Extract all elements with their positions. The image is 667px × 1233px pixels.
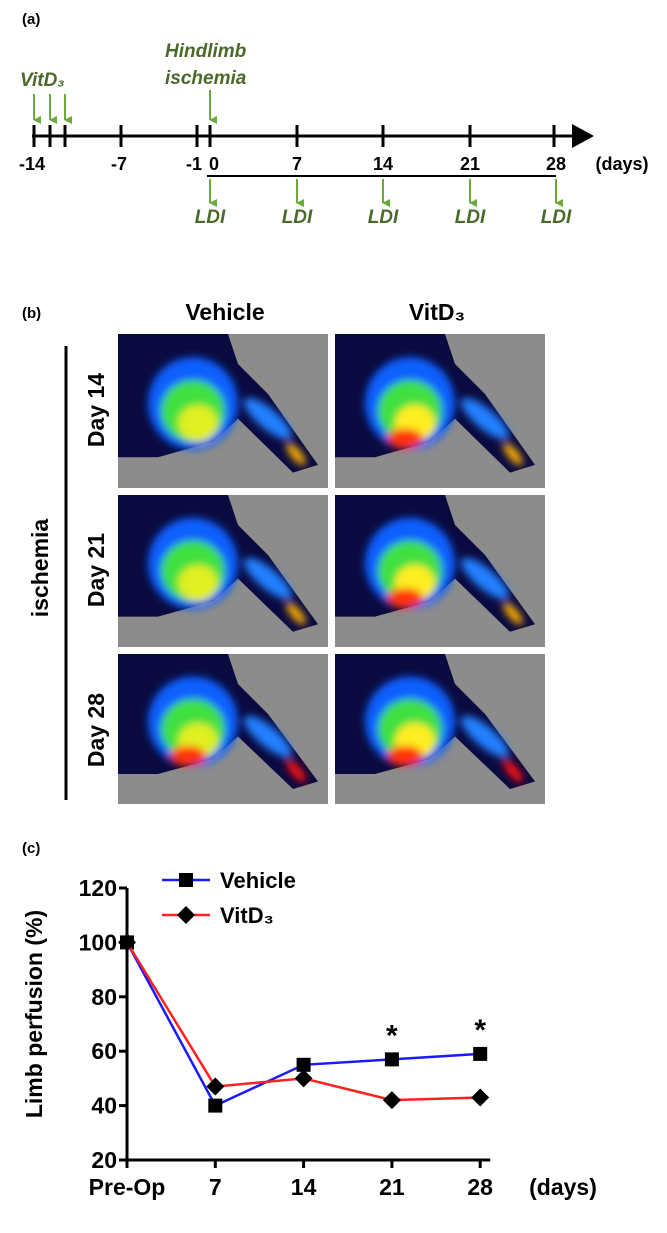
x-tick-label: 28 — [467, 1174, 493, 1200]
legend-label: VitD₃ — [220, 903, 274, 928]
legend-label: Vehicle — [220, 868, 296, 893]
annotation: * — [474, 1014, 486, 1047]
row-label: Day 14 — [83, 373, 109, 447]
y-tick-label: 40 — [91, 1093, 117, 1119]
ldi-images — [118, 334, 545, 804]
blob — [178, 565, 218, 601]
ldi-image — [335, 334, 545, 488]
tick-label: 21 — [460, 154, 480, 174]
blob — [387, 746, 423, 766]
ldi-image — [335, 654, 545, 804]
column-label: VitD₃ — [409, 299, 465, 325]
marker — [383, 1091, 401, 1109]
panel-label: (c) — [22, 840, 40, 857]
annotation: * — [386, 1019, 398, 1052]
marker — [177, 906, 195, 924]
x-axis-label: (days) — [529, 1174, 597, 1200]
panel-label: (a) — [22, 11, 40, 28]
ischemia-label: ischemia — [165, 68, 247, 89]
column-label: Vehicle — [185, 299, 264, 325]
row-label: Day 28 — [83, 693, 109, 767]
ldi-label: LDI — [368, 207, 399, 228]
blob — [387, 429, 423, 449]
row-label: Day 21 — [83, 533, 109, 607]
hindlimb-label: Hindlimb — [165, 41, 247, 62]
ldi-image — [118, 495, 328, 647]
ldi-label: LDI — [541, 207, 572, 228]
y-tick-label: 60 — [91, 1038, 117, 1064]
tick-label: -7 — [111, 154, 127, 174]
ldi-labels: LDI LDI LDI LDI LDI — [195, 207, 572, 228]
y-axis-label: Limb perfusion (%) — [21, 910, 47, 1118]
y-tick-label: 100 — [79, 929, 117, 955]
y-tick-label: 20 — [91, 1147, 117, 1173]
y-tick-label: 80 — [91, 984, 117, 1010]
ldi-label: LDI — [282, 207, 313, 228]
blob — [178, 405, 218, 442]
blob — [387, 588, 423, 608]
marker — [295, 1069, 313, 1087]
tick-label: 28 — [546, 154, 566, 174]
y-tick-label: 120 — [79, 875, 117, 901]
group-label: ischemia — [27, 519, 53, 618]
ldi-image — [118, 654, 328, 804]
ldi-label: LDI — [455, 207, 486, 228]
unit-label: (days) — [595, 154, 648, 174]
x-tick-label: Pre-Op — [89, 1174, 166, 1200]
marker — [473, 1047, 487, 1061]
ldi-image — [335, 495, 545, 647]
timeline-arrow — [572, 124, 594, 148]
panel-label: (b) — [22, 305, 41, 322]
tick-label: 7 — [292, 154, 302, 174]
marker — [471, 1088, 489, 1106]
ldi-image — [118, 334, 328, 488]
blob — [170, 746, 206, 766]
x-tick-label: 14 — [291, 1174, 317, 1200]
x-tick-label: 21 — [379, 1174, 405, 1200]
vitd-label: VitD₃ — [20, 70, 65, 91]
timeline-labels: -14 -7 -1 0 7 14 21 28 (days) — [19, 154, 649, 174]
marker — [208, 1099, 222, 1113]
chart: 20 40 60 80 100 120 Pre-Op 7 14 21 28 (days) Limb pe… — [21, 868, 597, 1200]
marker — [179, 873, 193, 887]
arrows — [34, 90, 556, 203]
tick-label: 0 — [209, 154, 219, 174]
tick-label: -1 — [186, 154, 202, 174]
tick-label: 14 — [373, 154, 393, 174]
figure: (a) VitD₃ Hindlimb ischemia -14 -7 -1 0 … — [0, 0, 667, 1228]
ldi-label: LDI — [195, 207, 226, 228]
x-tick-label: 7 — [209, 1174, 222, 1200]
tick-label: -14 — [19, 154, 45, 174]
marker — [385, 1052, 399, 1066]
